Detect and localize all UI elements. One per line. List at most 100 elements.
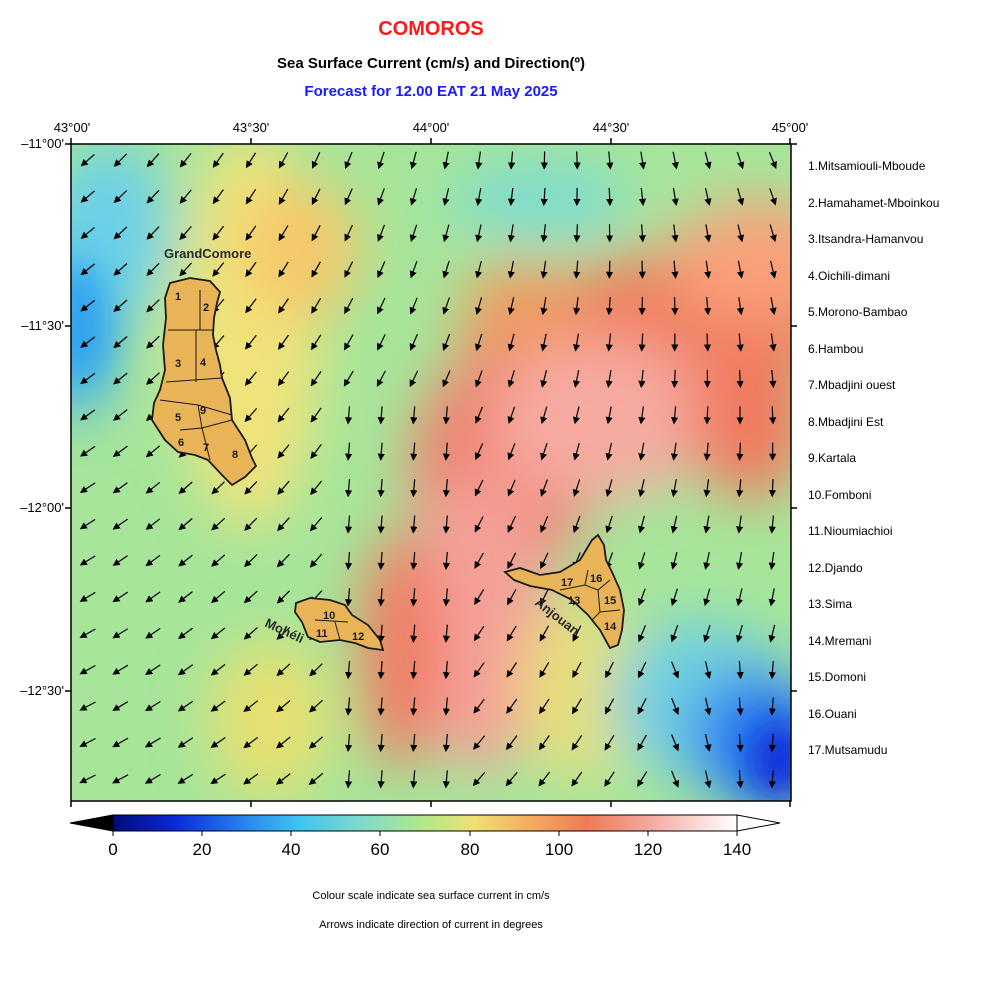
current-arrow	[343, 370, 354, 387]
current-arrow	[377, 770, 385, 789]
current-arrow	[737, 224, 745, 243]
current-arrow	[540, 515, 549, 533]
colorbar-tick-label: 80	[460, 840, 480, 859]
current-arrow	[671, 297, 679, 316]
current-arrow	[277, 407, 290, 423]
current-arrow	[113, 372, 128, 385]
current-arrow	[146, 189, 160, 204]
current-arrow	[243, 590, 258, 604]
current-arrow	[572, 369, 581, 388]
current-arrow	[377, 334, 386, 351]
current-arrow	[409, 188, 418, 206]
current-arrow	[671, 187, 679, 206]
current-arrow	[79, 518, 96, 530]
colour-scale-note: Colour scale indicate sea surface curren…	[312, 890, 550, 902]
current-arrow	[736, 442, 744, 461]
current-direction-arrows	[79, 151, 777, 789]
grand-comore-island	[151, 277, 258, 487]
current-arrow	[211, 554, 226, 567]
region-number: 1	[175, 291, 181, 303]
map-title: COMOROS	[378, 18, 484, 40]
current-arrow	[179, 262, 192, 277]
current-arrow	[442, 297, 450, 315]
current-arrow	[112, 445, 128, 458]
current-arrow	[769, 406, 777, 425]
current-arrow	[540, 442, 548, 461]
current-arrow	[278, 334, 289, 350]
current-arrow	[112, 591, 129, 603]
current-arrow	[540, 260, 548, 279]
current-arrow	[311, 261, 321, 278]
current-arrow	[638, 333, 646, 352]
current-arrow	[506, 662, 518, 678]
current-arrow	[345, 588, 353, 607]
current-arrow	[113, 299, 128, 312]
current-arrow	[80, 409, 96, 421]
region-number: 8	[232, 449, 238, 461]
current-arrow	[79, 482, 96, 493]
current-arrow	[113, 153, 128, 167]
current-arrow	[768, 624, 776, 643]
current-arrow	[310, 371, 322, 387]
current-arrow	[605, 369, 613, 388]
current-arrow	[377, 151, 385, 170]
current-arrow	[178, 518, 193, 531]
current-arrow	[540, 297, 548, 316]
current-arrow	[671, 734, 680, 752]
region-number: 4	[200, 357, 207, 369]
region-number: 5	[175, 412, 181, 424]
grand-comore-label: GrandComore	[164, 246, 251, 261]
current-arrow	[538, 771, 551, 787]
current-arrow	[736, 479, 744, 498]
current-arrow	[275, 773, 291, 785]
current-arrow	[473, 698, 485, 714]
current-arrow	[703, 588, 711, 607]
current-arrow	[768, 588, 776, 607]
current-arrow	[345, 515, 353, 534]
current-arrow	[79, 591, 96, 602]
current-arrow	[112, 737, 129, 748]
current-arrow	[539, 698, 550, 715]
current-arrow	[277, 517, 290, 532]
current-arrow	[768, 661, 776, 680]
current-arrow	[112, 555, 128, 566]
anjouan-island	[503, 533, 625, 650]
current-arrow	[146, 226, 160, 240]
current-arrow	[769, 188, 777, 206]
current-arrow	[507, 260, 515, 279]
current-arrow	[177, 773, 194, 784]
current-arrow	[736, 260, 745, 279]
current-arrow	[704, 697, 712, 716]
current-arrow	[145, 518, 161, 530]
current-arrow	[442, 151, 450, 170]
current-arrow	[507, 333, 515, 352]
current-arrow	[113, 263, 128, 276]
current-arrow	[671, 260, 679, 279]
lat-label-12-00: –12°00'	[20, 500, 64, 515]
current-arrow	[377, 297, 386, 315]
lon-label-43-30: 43°30'	[232, 120, 270, 135]
current-arrow	[736, 151, 745, 170]
region-number: 12	[352, 631, 364, 643]
current-arrow	[508, 151, 516, 170]
current-arrow	[474, 516, 484, 533]
current-arrow	[145, 445, 161, 458]
current-arrow	[736, 661, 744, 680]
current-arrow	[703, 479, 711, 498]
current-arrow	[442, 661, 450, 680]
current-arrow	[474, 589, 485, 606]
current-arrow	[637, 625, 646, 643]
current-arrow	[604, 698, 615, 715]
current-arrow	[277, 444, 290, 459]
current-arrow	[637, 588, 646, 606]
current-arrow	[572, 479, 581, 497]
current-arrow	[377, 224, 386, 242]
region-number: 3	[175, 358, 181, 370]
lon-label-44-00: 44°00'	[412, 120, 450, 135]
current-arrow	[344, 261, 354, 278]
current-arrow	[736, 369, 744, 389]
current-arrow	[736, 733, 744, 753]
current-arrow	[210, 773, 226, 785]
current-arrow	[410, 551, 418, 571]
legend-item: 6.Hambou	[808, 342, 864, 356]
